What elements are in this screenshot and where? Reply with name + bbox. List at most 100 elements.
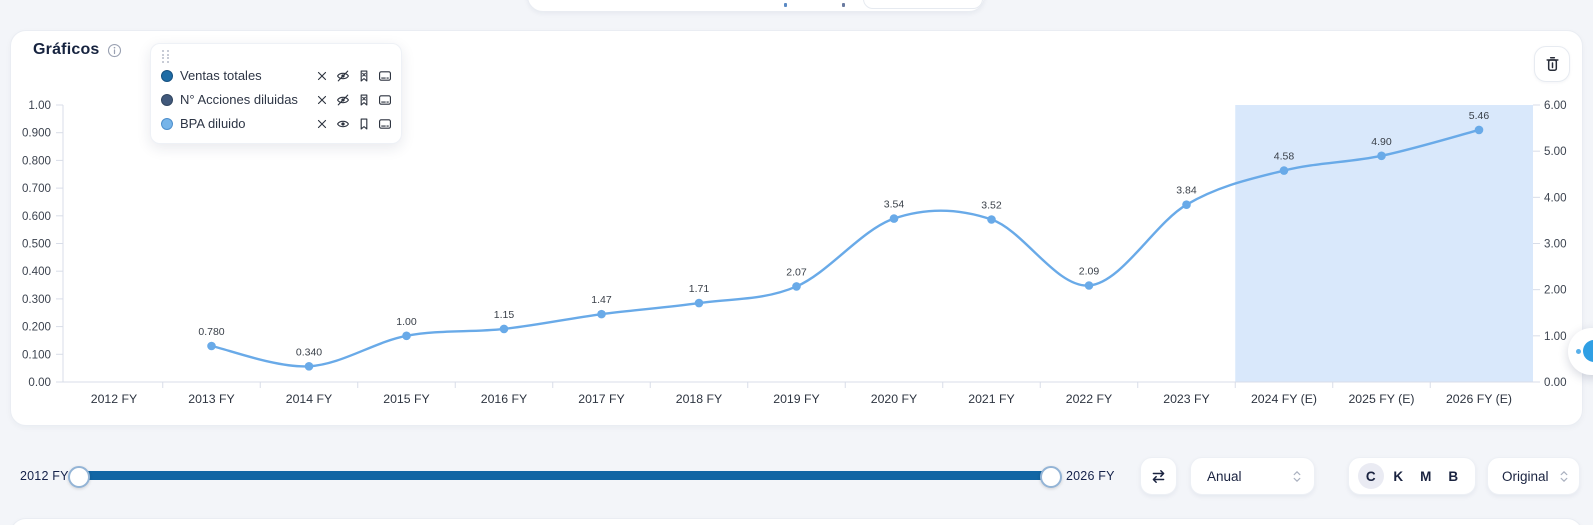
left-axis-label: 0.100	[22, 348, 51, 361]
remove-series-button[interactable]	[313, 67, 330, 84]
toolbar-glyph-fragment	[842, 3, 845, 7]
data-point-label: 3.84	[1176, 185, 1197, 197]
trash-icon	[1545, 56, 1559, 71]
scale-select[interactable]: Original	[1487, 457, 1580, 495]
bookmark-icon	[360, 117, 367, 130]
range-end-label: 2026 FY	[1066, 469, 1115, 483]
right-axis-label: 5.00	[1544, 145, 1567, 158]
remove-series-button[interactable]	[313, 91, 330, 108]
top-toolbar-button-partial[interactable]	[863, 0, 983, 9]
data-point[interactable]	[889, 214, 899, 223]
chevron-up-down-icon	[1560, 470, 1568, 482]
data-point-label: 0.780	[198, 326, 224, 338]
data-point[interactable]	[694, 298, 704, 308]
series-details-button[interactable]	[376, 67, 393, 84]
left-axis-label: 0.00	[28, 376, 51, 389]
slider-handle-right[interactable]	[1040, 466, 1062, 488]
show-series-button[interactable]	[334, 67, 351, 84]
data-point[interactable]	[499, 324, 509, 334]
data-point[interactable]	[1474, 125, 1484, 135]
series-color-dot	[161, 117, 173, 130]
line-chart: 1.00 0.900 0.800 0.700 0.600 0.500 0.400 0.300 0…	[22, 99, 1567, 406]
data-point[interactable]	[597, 309, 606, 319]
unit-button-m[interactable]: M	[1420, 468, 1432, 484]
bookmark-series-button[interactable]	[355, 91, 372, 108]
right-axis-label: 3.00	[1544, 238, 1567, 251]
series-label: BPA diluido	[180, 116, 246, 131]
series-details-button[interactable]	[376, 91, 393, 108]
x-axis-label: 2015 FY	[383, 392, 430, 406]
top-toolbar-partial	[527, 0, 985, 12]
left-axis-label: 0.900	[22, 127, 51, 140]
data-point[interactable]	[792, 282, 801, 291]
data-point[interactable]	[1084, 281, 1094, 290]
unit-button-c[interactable]: C	[1357, 463, 1384, 489]
delete-chart-button[interactable]	[1534, 46, 1570, 82]
right-axis-label: 6.00	[1544, 99, 1567, 112]
x-axis-label: 2023 FY	[1163, 392, 1210, 406]
right-axis-label: 2.00	[1544, 284, 1567, 297]
swap-compare-button[interactable]	[1140, 457, 1177, 495]
data-point[interactable]	[402, 331, 411, 341]
legend-panel: Ventas totales N° Acciones diluidas BPA di…	[150, 43, 402, 144]
next-card-partial	[10, 518, 1583, 525]
left-axis-label: 0.300	[22, 293, 51, 306]
right-axis-label: 4.00	[1544, 191, 1567, 204]
hide-series-button[interactable]	[334, 115, 351, 132]
close-icon	[317, 119, 326, 128]
legend-item: N° Acciones diluidas	[161, 88, 393, 112]
x-axis-label: 2022 FY	[1066, 392, 1113, 406]
data-point-label: 3.52	[981, 199, 1002, 211]
period-select[interactable]: Anual	[1190, 457, 1315, 495]
x-axis-label: 2014 FY	[286, 392, 333, 406]
data-point[interactable]	[1182, 200, 1191, 210]
page-title: Gráficos	[33, 41, 100, 58]
info-icon[interactable]	[107, 43, 122, 58]
year-range-slider[interactable]	[77, 471, 1050, 480]
close-icon	[317, 71, 326, 80]
left-axis-label: 0.400	[22, 265, 51, 278]
left-axis-label: 0.500	[22, 238, 51, 251]
right-axis-label: 0.00	[1544, 376, 1567, 389]
drag-handle-icon[interactable]	[162, 50, 170, 63]
series-details-button[interactable]	[376, 115, 393, 132]
x-axis-label: 2012 FY	[91, 392, 138, 406]
legend-item-actions	[313, 91, 393, 108]
series-color-dot	[161, 69, 173, 82]
toolbar-glyph-fragment	[784, 3, 787, 7]
data-point[interactable]	[207, 341, 216, 351]
bookmark-series-button[interactable]	[355, 115, 372, 132]
legend-item: BPA diluido	[161, 112, 393, 136]
show-series-button[interactable]	[334, 91, 351, 108]
data-point[interactable]	[304, 362, 314, 371]
unit-button-k[interactable]: K	[1393, 468, 1404, 484]
legend-item-actions	[313, 115, 393, 132]
x-axis-label: 2020 FY	[871, 392, 918, 406]
unit-button-b[interactable]: B	[1448, 468, 1459, 484]
period-select-value: Anual	[1207, 468, 1242, 484]
swap-arrows-icon	[1152, 469, 1165, 483]
data-point[interactable]	[1377, 151, 1386, 161]
right-axis-label: 1.00	[1544, 330, 1567, 343]
data-point-label: 5.46	[1469, 110, 1490, 122]
details-card-icon	[378, 94, 391, 105]
data-point[interactable]	[987, 215, 996, 224]
data-point[interactable]	[1279, 166, 1289, 175]
data-point-label: 1.71	[689, 283, 710, 295]
data-point-label: 2.07	[786, 266, 807, 278]
close-icon	[317, 95, 326, 104]
left-axis-label: 0.700	[22, 182, 51, 195]
details-card-icon	[378, 70, 391, 81]
data-point-label: 3.54	[884, 199, 905, 211]
series-label: N° Acciones diluidas	[180, 92, 298, 107]
legend-item: Ventas totales	[161, 64, 393, 88]
x-axis-label: 2026 FY (E)	[1446, 392, 1512, 406]
bookmark-series-button[interactable]	[355, 67, 372, 84]
remove-series-button[interactable]	[313, 115, 330, 132]
forecast-band	[1235, 105, 1533, 382]
data-point-label: 4.90	[1371, 136, 1392, 148]
x-axis-label: 2024 FY (E)	[1251, 392, 1317, 406]
slider-handle-left[interactable]	[68, 466, 90, 488]
